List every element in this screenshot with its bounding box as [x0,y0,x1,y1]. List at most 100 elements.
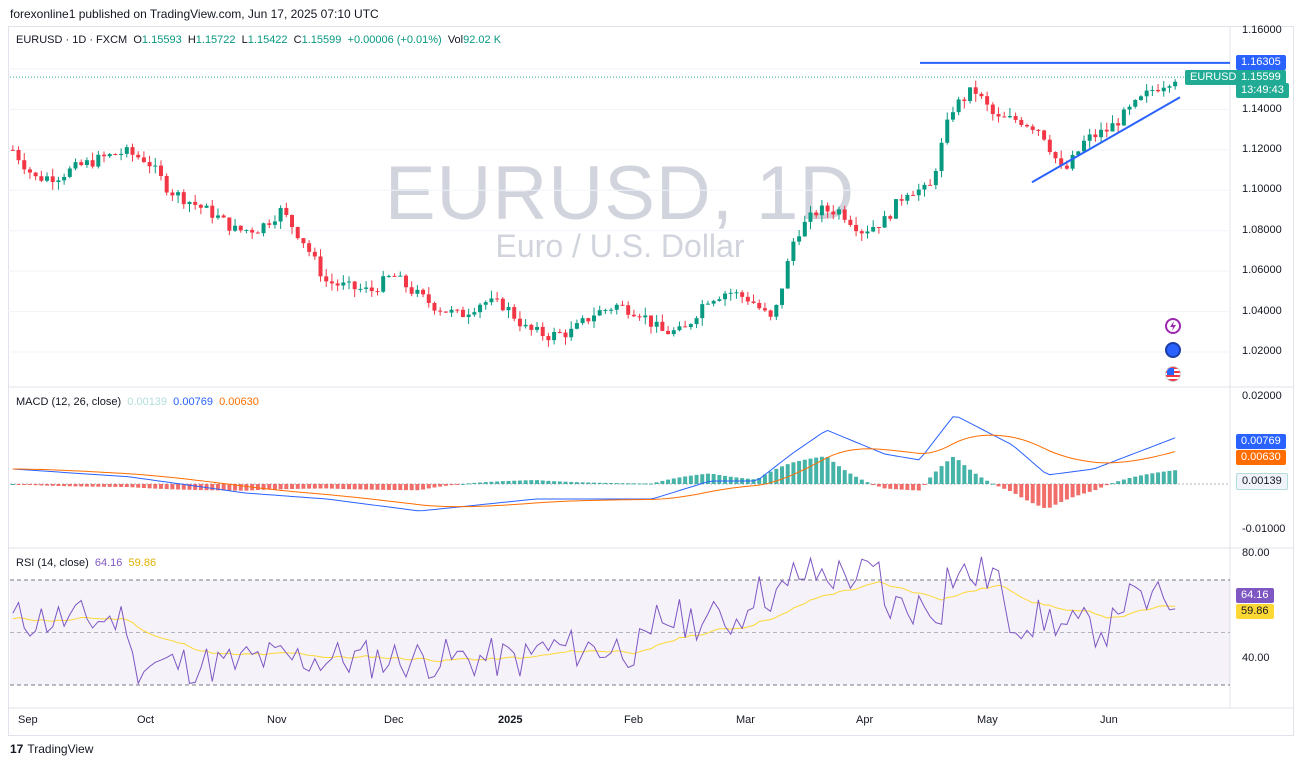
lightning-icon[interactable] [1165,318,1181,334]
candle-body [614,304,619,310]
candle-body [1025,124,1030,127]
rsi-value-tag: 64.16 [1236,588,1274,603]
candle-body [478,304,483,313]
candle-body [221,215,226,218]
macd-histogram-bar [318,484,323,489]
globe-icon[interactable] [1165,342,1181,358]
candle-body [107,154,112,157]
candle-body [1116,123,1121,126]
macd-histogram-bar [27,484,32,485]
candle-body [950,112,955,120]
macd-histogram-bar [45,484,50,486]
macd-histogram-bar [16,484,21,485]
price-axis-label: 1.12000 [1242,143,1282,155]
candle-body [876,227,881,229]
macd-histogram-bar [523,480,528,484]
macd-histogram-bar [233,484,238,491]
macd-axis-label: -0.01000 [1242,523,1286,535]
macd-histogram-bar [854,476,859,484]
us-flag-icon[interactable] [1165,366,1181,382]
candle-body [426,294,431,303]
macd-histogram-bar [210,484,215,491]
candle-body [723,293,728,300]
candle-body [802,221,807,237]
candle-body [238,225,243,231]
macd-histogram-bar [335,484,340,489]
macd-histogram-bar [495,481,500,484]
time-axis-label: Nov [267,714,287,726]
macd-histogram-bar [1087,484,1092,492]
footer[interactable]: 17 TradingView [10,742,93,756]
candle-body [1059,158,1064,166]
macd-histogram-bar [500,481,505,484]
macd-histogram-bar [375,484,380,490]
macd-histogram-bar [563,481,568,484]
candle-body [443,311,448,313]
candle-body [381,276,386,292]
candle-body [489,298,494,303]
candle-body [711,300,716,304]
macd-line-tag: 0.00769 [1236,434,1286,449]
candle-body [1121,109,1126,126]
candle-body [278,207,283,222]
candle-body [603,309,608,311]
macd-histogram-bar [22,484,27,485]
macd-histogram-bar [290,484,295,489]
time-axis-label: Sep [18,714,38,726]
macd-histogram-bar [626,483,631,485]
macd-histogram-bar [295,484,300,489]
macd-histogram-bar [221,484,226,491]
macd-histogram-bar [808,458,813,484]
macd-histogram-bar [307,484,312,489]
candle-body [50,176,55,183]
candle-body [56,180,61,183]
open-value: 1.15593 [141,34,182,46]
candle-body [1019,119,1024,125]
macd-histogram-bar [592,482,596,484]
rsi-axis-label: 80.00 [1242,547,1270,559]
macd-histogram-bar [1133,476,1138,484]
macd-signal-value: 0.00630 [219,396,259,408]
time-axis-label: Jun [1100,714,1118,726]
macd-histogram-bar [56,484,61,486]
macd-histogram-bar [717,475,722,484]
macd-histogram-bar [324,484,329,489]
price-axis-label: 1.04000 [1242,305,1282,317]
macd-histogram-bar [922,484,927,485]
macd-histogram-bar [460,483,465,485]
macd-histogram-bar [660,480,665,484]
candle-body [113,154,118,156]
macd-histogram-bar [1030,484,1035,504]
macd-line-value: 0.00769 [173,396,213,408]
candle-body [158,165,163,176]
candle-body [45,176,50,181]
macd-histogram-bar [341,484,346,490]
price-axis-label: 1.14000 [1242,103,1282,115]
macd-histogram-bar [164,484,169,490]
last-price-tag: 1.15599 [1236,70,1286,85]
candle-body [324,276,329,282]
macd-histogram-bar [347,484,351,490]
candle-body [808,212,813,222]
macd-histogram-bar [814,457,819,484]
publisher-text: forexonline1 published on TradingView.co… [10,7,379,21]
candle-body [227,217,232,231]
candle-body [318,256,323,277]
candle-body [1007,116,1012,118]
macd-histogram-bar [751,479,756,484]
candle-body [341,282,346,286]
macd-histogram-bar [1127,478,1132,484]
time-axis-label: May [977,714,998,726]
macd-histogram-bar [1007,484,1012,491]
macd-line [12,416,1176,512]
macd-histogram-bar [79,484,84,487]
candle-body [888,216,893,219]
macd-histogram-bar [1144,474,1149,484]
macd-histogram-bar [1138,475,1143,484]
candle-body [1093,134,1098,138]
candle-body [364,287,369,289]
candle-body [1042,130,1047,140]
chart-frame[interactable] [8,26,1294,736]
macd-title: MACD (12, 26, close) [16,396,122,408]
